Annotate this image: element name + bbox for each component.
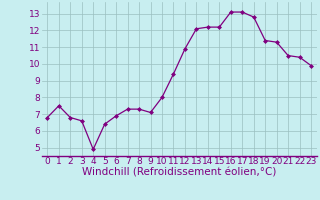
- X-axis label: Windchill (Refroidissement éolien,°C): Windchill (Refroidissement éolien,°C): [82, 168, 276, 178]
